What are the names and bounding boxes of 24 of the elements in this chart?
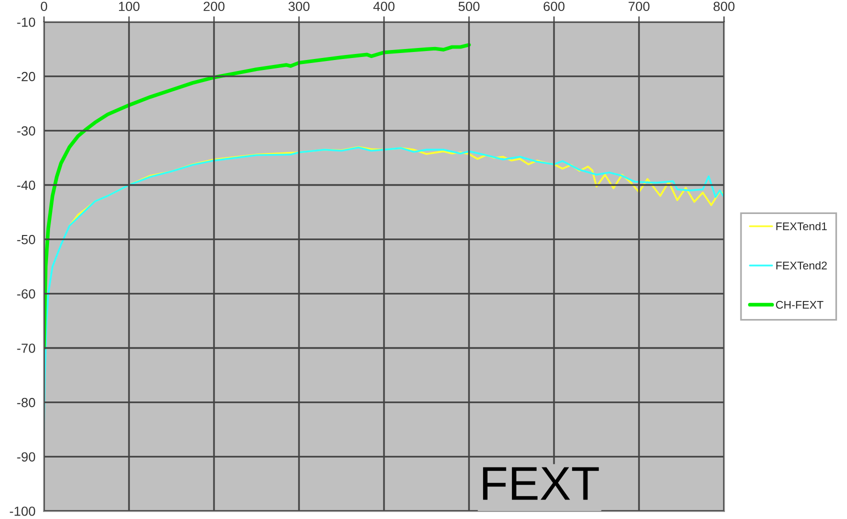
y-tick-label: -30 bbox=[17, 126, 36, 136]
y-tick-label: -40 bbox=[17, 180, 36, 190]
y-tick-label: -20 bbox=[17, 72, 36, 82]
legend-label: FEXTend1 bbox=[776, 222, 827, 230]
y-tick-label: -100 bbox=[10, 506, 36, 516]
y-tick-label: -70 bbox=[17, 344, 36, 353]
line-series bbox=[44, 43, 471, 350]
y-tick-label: -90 bbox=[17, 452, 36, 462]
legend-label: FEXTend2 bbox=[776, 261, 827, 270]
y-tick-label: -50 bbox=[17, 234, 36, 244]
annotation: FEXT bbox=[483, 467, 599, 500]
x-tick-label: 400 bbox=[373, 2, 394, 12]
x-tick-label: 300 bbox=[288, 2, 310, 12]
y-tick-label: -10 bbox=[17, 18, 36, 27]
x-tick-label: 500 bbox=[458, 2, 480, 12]
x-tick-label: 800 bbox=[714, 2, 734, 12]
x-tick-label: 100 bbox=[119, 2, 140, 12]
legend-label: CH-FEXT bbox=[776, 300, 824, 309]
x-tick-label: 700 bbox=[628, 2, 650, 12]
x-tick-label: 600 bbox=[544, 2, 564, 12]
x-tick-label: 0 bbox=[40, 2, 48, 12]
x-tick-label: 200 bbox=[204, 2, 224, 12]
y-tick-label: -80 bbox=[17, 398, 36, 408]
y-tick-label: -60 bbox=[17, 289, 36, 299]
